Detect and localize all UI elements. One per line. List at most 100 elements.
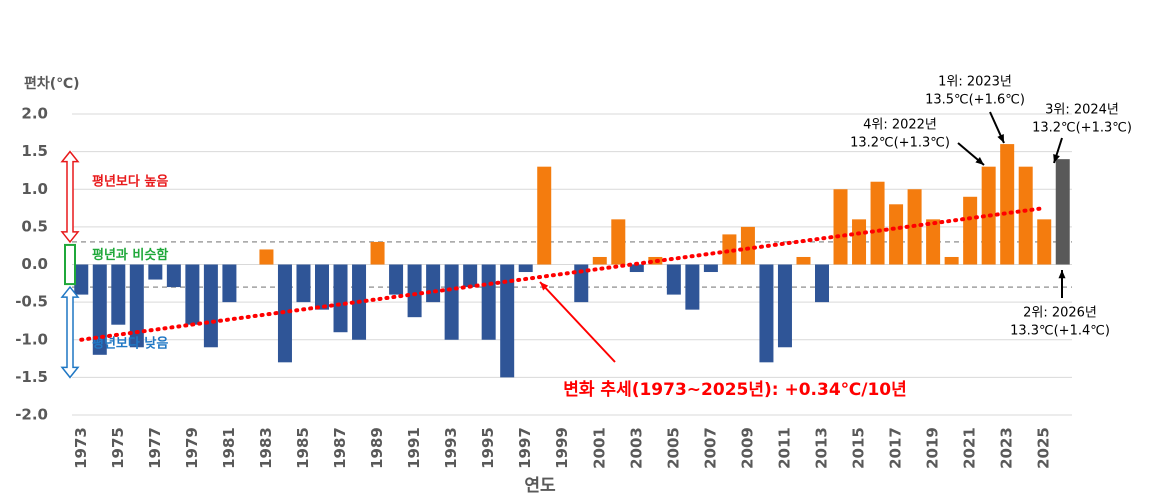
bar [166,264,181,288]
annotation: 3위: 2024년 [1045,103,1119,118]
y-axis-title: 편차(℃) [24,75,80,92]
trend-arrow [539,281,616,363]
y-tick-label: -2.0 [15,406,48,424]
bar [203,264,218,348]
bar [1018,166,1033,265]
bar [926,219,941,265]
bar [92,264,107,355]
bar [148,264,163,280]
bar [315,264,329,310]
bar [333,264,348,333]
annotation: 13.2℃(+1.3℃) [1032,121,1132,136]
bar [833,189,848,265]
bar [74,264,89,295]
trend-line [79,206,1047,342]
y-tick-label: -0.5 [15,293,48,311]
y-tick-label: -1.0 [15,330,48,348]
annotation-arrow-head [1053,154,1060,163]
bar [963,196,978,265]
annotation: 2위: 2026년 [1023,306,1097,321]
x-tick-label: 1985 [294,427,312,469]
x-tick-label: 1993 [442,427,460,469]
bar [629,264,644,273]
x-tick-label: 2001 [590,427,608,469]
bar [407,264,422,318]
x-tick-label: 2015 [850,427,868,469]
y-tick-label: 1.5 [21,142,48,160]
y-tick-label: -1.5 [15,368,48,386]
bar [574,264,589,303]
bar [666,264,681,295]
bar [500,264,515,378]
x-tick-label: 1979 [183,427,201,469]
bar [370,241,385,265]
x-tick-label: 1977 [146,427,164,469]
x-tick-label: 2009 [738,427,756,469]
y-tick-label: 0.0 [21,255,48,273]
bar [796,256,811,265]
x-tick-label: 2013 [813,427,831,469]
x-tick-label: 2007 [701,427,719,469]
band-label: 평년과 비슷함 [92,247,168,263]
x-tick-label: 2019 [924,427,942,469]
x-tick-label: 2011 [775,427,793,469]
x-tick-label: 1973 [72,427,90,469]
annotation-arrow-head [975,156,984,165]
trend-label: 변화 추세(1973~2025년): +0.34℃/10년 [563,380,907,400]
bar [685,264,700,310]
bar [296,264,311,303]
bar [740,226,755,265]
x-tick-label: 2025 [1035,427,1053,469]
bar [944,256,959,265]
trend-arrow-head [540,282,549,291]
x-axis-title: 연도 [524,476,556,496]
band-arrow [60,150,80,244]
annotation: 13.2℃(+1.3℃) [850,136,950,151]
x-tick-label: 2005 [664,427,682,469]
bar [222,264,237,303]
annotation: 1위: 2023년 [938,75,1012,90]
bar [777,264,792,348]
bar [481,264,496,340]
band-label: 평년보다 낮음 [92,336,168,352]
bar [537,166,552,265]
bar [889,204,904,265]
bar [1055,159,1070,265]
bar [463,264,478,288]
annotation: 4위: 2022년 [863,118,937,133]
bar [759,264,774,363]
bar [129,264,144,348]
y-tick-label: 2.0 [21,105,48,123]
annotation: 13.3℃(+1.4℃) [1010,324,1110,339]
annotation-arrow-head [1058,270,1066,279]
bar [852,219,867,265]
x-tick-label: 1987 [331,427,349,469]
bar [259,249,274,265]
bar [815,264,829,303]
bar [518,264,533,273]
y-tick-label: 0.5 [21,217,48,235]
x-tick-label: 1999 [553,427,571,469]
annotation-arrow-head [997,134,1004,143]
bar [426,264,441,303]
bar [592,256,607,265]
bar [1000,144,1015,265]
band-box [64,243,76,286]
band-label: 평년보다 높음 [92,173,168,189]
annotation: 13.5℃(+1.6℃) [925,93,1025,108]
bar [389,264,404,295]
x-tick-label: 1997 [516,427,534,469]
x-tick-label: 1983 [257,427,275,469]
x-tick-label: 2003 [627,427,645,469]
bar [111,264,126,325]
bar [185,264,200,325]
bar [870,181,885,265]
x-tick-label: 1981 [220,427,238,469]
x-tick-label: 2023 [998,427,1016,469]
bar [1037,219,1052,265]
bar [444,264,459,340]
y-tick-label: 1.0 [21,180,48,198]
x-tick-label: 2021 [961,427,979,469]
x-tick-label: 1975 [109,427,127,469]
